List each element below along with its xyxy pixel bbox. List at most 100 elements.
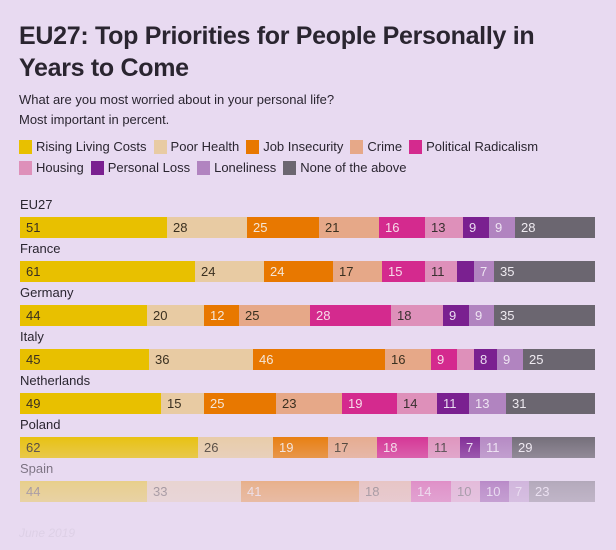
- bar-segment-loneliness: 9: [489, 217, 515, 238]
- data-label: 24: [270, 264, 285, 279]
- bar-segment-housing: 18: [391, 305, 443, 326]
- bar-segment-loneliness: 9: [469, 305, 494, 326]
- country-label: Germany: [20, 285, 74, 300]
- bar-rows: EU27 51 28 25 21 16 13 9 9 28 France 61 24 24 17 15 11 7 3…: [20, 196, 595, 504]
- bar-segment-housing: [457, 349, 474, 370]
- stacked-bar: 51 28 25 21 16 13 9 9 28: [20, 217, 595, 238]
- data-label: 14: [417, 484, 432, 499]
- footer-date: June 2019: [19, 526, 76, 540]
- data-label: 13: [431, 220, 446, 235]
- bar-segment-rising-living-costs: 45: [20, 349, 149, 370]
- data-label: 18: [397, 308, 412, 323]
- data-label: 18: [365, 484, 380, 499]
- data-label: 21: [325, 220, 340, 235]
- legend: Rising Living Costs Poor Health Job Insecu…: [19, 136, 609, 178]
- bar-segment-rising-living-costs: 51: [20, 217, 167, 238]
- legend-label: None of the above: [300, 160, 407, 175]
- legend-swatch: [19, 139, 32, 154]
- data-label: 9: [449, 308, 457, 323]
- data-label: 35: [500, 264, 515, 279]
- bar-segment-housing: 10: [451, 481, 480, 502]
- data-label: 44: [26, 484, 41, 499]
- data-label: 33: [153, 484, 168, 499]
- bar-segment-job-insecurity: 19: [273, 437, 328, 458]
- data-label: 17: [334, 440, 349, 455]
- bar-segment-crime: 17: [333, 261, 382, 282]
- stacked-bar: 44 20 12 25 28 18 9 9 35: [20, 305, 595, 326]
- data-label: 16: [385, 220, 400, 235]
- legend-label: Crime: [367, 139, 403, 154]
- bar-segment-political-radicalism: 18: [377, 437, 428, 458]
- data-label: 8: [480, 352, 488, 367]
- legend-item-loneliness: Loneliness: [197, 160, 276, 175]
- bar-segment-crime: 18: [359, 481, 411, 502]
- bar-segment-rising-living-costs: 49: [20, 393, 161, 414]
- stacked-bar: 61 24 24 17 15 11 7 35: [20, 261, 595, 282]
- bar-segment-personal-loss: 9: [463, 217, 489, 238]
- bar-segment-loneliness: 7: [474, 261, 494, 282]
- data-label: 62: [26, 440, 41, 455]
- country-label: France: [20, 241, 61, 256]
- data-label: 11: [486, 440, 500, 455]
- bar-segment-rising-living-costs: 44: [20, 305, 147, 326]
- bar-segment-crime: 25: [239, 305, 310, 326]
- data-label: 9: [437, 352, 445, 367]
- legend-item-political-radicalism: Political Radicalism: [409, 139, 538, 154]
- bar-segment-personal-loss: 9: [443, 305, 469, 326]
- bar-segment-political-radicalism: 14: [411, 481, 451, 502]
- legend-label: Loneliness: [214, 160, 277, 175]
- data-label: 16: [391, 352, 406, 367]
- bar-segment-none-of-the-above: 28: [515, 217, 595, 238]
- bar-segment-poor-health: 33: [147, 481, 241, 502]
- bar-segment-personal-loss: 7: [460, 437, 480, 458]
- bar-segment-none-of-the-above: 23: [529, 481, 595, 502]
- legend-label: Personal Loss: [107, 160, 191, 175]
- subtitle-line-1: What are you most worried about in your …: [19, 92, 335, 107]
- bar-segment-political-radicalism: 16: [379, 217, 425, 238]
- data-label: 49: [26, 396, 41, 411]
- legend-swatch: [153, 139, 167, 154]
- data-label: 7: [466, 440, 474, 455]
- bar-segment-poor-health: 20: [147, 305, 204, 326]
- country-row-italy: Italy 45 36 46 16 9 8 9 25: [20, 328, 595, 370]
- country-label: Poland: [20, 417, 61, 432]
- country-label: Netherlands: [20, 373, 91, 388]
- data-label: 11: [443, 396, 457, 411]
- bar-segment-poor-health: 26: [198, 437, 273, 458]
- data-label: 36: [155, 352, 170, 367]
- stacked-bar: 44 33 41 18 14 10 10 7 23: [20, 481, 595, 502]
- bar-segment-personal-loss: 11: [437, 393, 469, 414]
- legend-swatch: [283, 160, 297, 175]
- bar-segment-housing: 11: [428, 437, 460, 458]
- bar-segment-poor-health: 36: [149, 349, 253, 370]
- bar-segment-political-radicalism: 28: [310, 305, 391, 326]
- stacked-bar: 62 26 19 17 18 11 7 11 29: [20, 437, 595, 458]
- bar-segment-loneliness: 13: [469, 393, 506, 414]
- legend-label: Poor Health: [170, 139, 240, 154]
- legend-label: Political Radicalism: [426, 139, 539, 154]
- country-row-netherlands: Netherlands 49 15 25 23 19 14 11 13 31: [20, 372, 595, 414]
- stacked-bar: 45 36 46 16 9 8 9 25: [20, 349, 595, 370]
- bar-segment-loneliness: 7: [509, 481, 529, 502]
- data-label: 10: [457, 484, 472, 499]
- data-label: 7: [515, 484, 523, 499]
- bar-segment-crime: 17: [328, 437, 377, 458]
- legend-item-housing: Housing: [19, 160, 84, 175]
- data-label: 24: [201, 264, 216, 279]
- data-label: 13: [475, 396, 490, 411]
- data-label: 44: [26, 308, 41, 323]
- data-label: 7: [480, 264, 488, 279]
- bar-segment-personal-loss: [457, 261, 474, 282]
- data-label: 23: [535, 484, 550, 499]
- legend-label: Rising Living Costs: [36, 139, 147, 154]
- bar-segment-job-insecurity: 41: [241, 481, 359, 502]
- legend-item-poor-health: Poor Health: [153, 139, 240, 154]
- data-label: 25: [529, 352, 544, 367]
- data-label: 14: [403, 396, 418, 411]
- legend-row: Rising Living Costs Poor Health Job Insecu…: [19, 136, 609, 157]
- country-label: Spain: [20, 461, 54, 476]
- bar-segment-loneliness: 11: [480, 437, 512, 458]
- data-label: 26: [204, 440, 219, 455]
- data-label: 61: [26, 264, 41, 279]
- legend-item-job-insecurity: Job Insecurity: [246, 139, 343, 154]
